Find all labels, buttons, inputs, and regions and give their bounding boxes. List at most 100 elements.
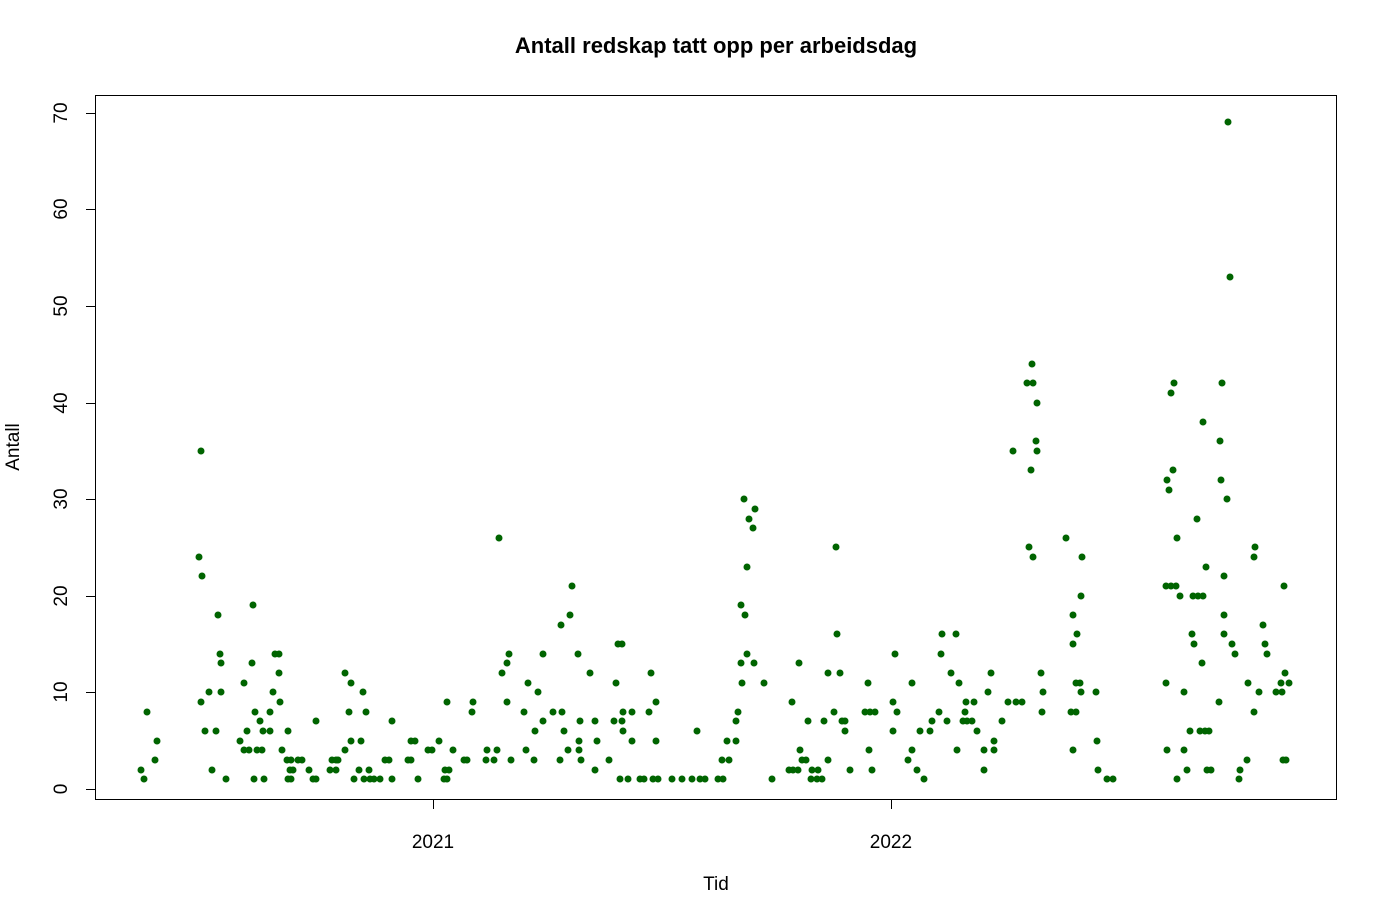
data-point [928,717,936,725]
data-point [195,553,203,561]
data-point [1198,659,1206,667]
data-point [908,679,916,687]
data-point [619,727,627,735]
data-point [275,669,283,677]
data-point [636,775,644,783]
chart-title: Antall redskap tatt opp per arbeidsdag [514,33,918,58]
data-point [251,708,259,716]
data-point [1077,688,1085,696]
data-point [366,775,374,783]
data-point [1173,534,1181,542]
data-point [830,708,838,716]
data-point [871,708,879,716]
data-point [987,669,995,677]
data-point [388,717,396,725]
data-point [1180,688,1188,696]
data-point [414,775,422,783]
x-axis-tick [432,800,434,809]
data-point [1199,418,1207,426]
data-point [864,679,872,687]
data-point [961,708,969,716]
data-point [861,708,869,716]
data-point [483,746,491,754]
y-axis-tick [86,788,95,790]
data-point [214,611,222,619]
data-point [1236,766,1244,774]
data-point [407,756,415,764]
data-point [652,698,660,706]
data-point [891,650,899,658]
data-point [1278,688,1286,696]
data-point [968,717,976,725]
data-point [1109,775,1117,783]
y-tick-label: 10 [51,681,72,703]
data-point [482,756,490,764]
data-point [1167,582,1175,590]
data-point [1218,379,1226,387]
data-point [737,659,745,667]
data-point [743,650,751,658]
data-point [1077,592,1085,600]
data-point [1226,273,1234,281]
data-point [312,717,320,725]
data-point [269,688,277,696]
data-point [468,708,476,716]
data-point [498,669,506,677]
data-point [1285,679,1293,687]
data-point [789,766,797,774]
data-point [1167,389,1175,397]
data-point [328,756,336,764]
data-point [916,727,924,735]
data-point [312,775,320,783]
data-point [745,515,753,522]
data-point [266,708,274,716]
data-point [240,679,248,687]
data-point [768,775,776,783]
data-point [278,746,286,754]
data-point [1170,379,1178,387]
data-point [619,708,627,716]
data-point [1189,592,1197,600]
data-point [1072,708,1080,716]
data-point [953,746,961,754]
data-point [652,737,660,745]
y-axis-tick [86,499,95,501]
data-point [624,775,632,783]
data-point [298,756,306,764]
data-point [824,756,832,764]
data-point [788,698,796,706]
data-point [678,775,686,783]
data-point [935,708,943,716]
data-point [381,756,389,764]
data-point [980,766,988,774]
data-point [385,756,393,764]
data-point [556,756,564,764]
data-point [1281,669,1289,677]
data-point [357,737,365,745]
data-point [1162,679,1170,687]
data-point [341,669,349,677]
data-point [1261,640,1269,648]
data-point [1062,534,1070,542]
data-point [618,717,626,725]
data-point [576,717,584,725]
data-point [217,659,225,667]
data-point [1069,611,1077,619]
data-point [866,708,874,716]
data-point [558,708,566,716]
data-point [1220,630,1228,638]
data-point [1162,582,1170,590]
x-axis-tick [890,800,892,809]
data-point [904,756,912,764]
data-point [212,727,220,735]
y-tick-label: 20 [51,585,72,607]
data-point [1235,775,1243,783]
data-point [1176,592,1184,600]
data-point [1193,515,1201,522]
data-point [243,727,251,735]
data-point [248,659,256,667]
data-point [259,727,267,735]
data-point [1033,399,1041,407]
data-point [794,766,802,774]
